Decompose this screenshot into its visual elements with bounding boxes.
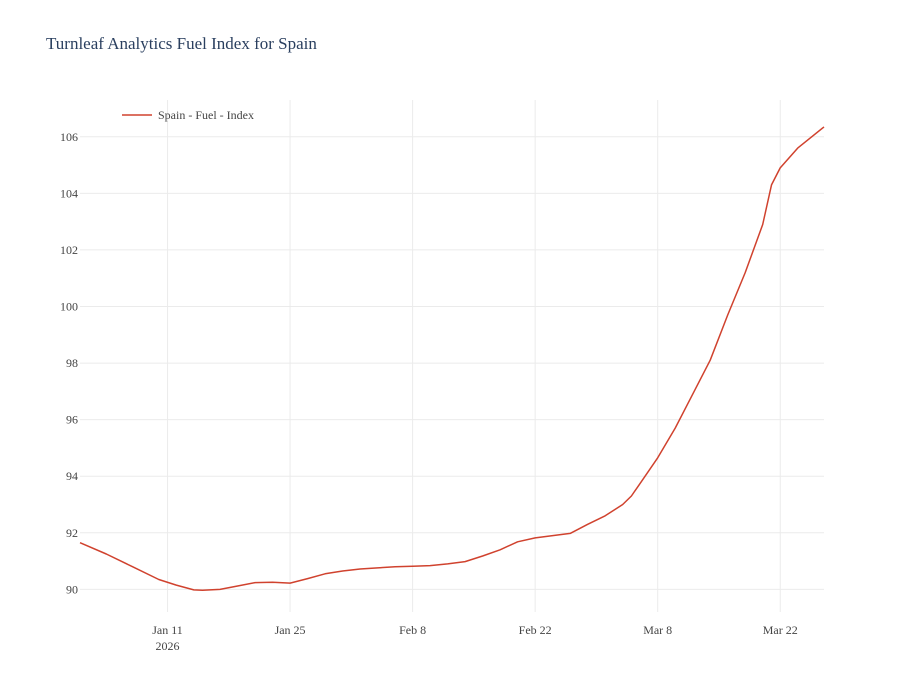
x-tick-sublabel: 2026	[156, 639, 180, 653]
y-tick-label: 102	[60, 243, 78, 257]
y-tick-label: 94	[66, 469, 78, 483]
y-tick-label: 96	[66, 413, 78, 427]
y-tick-label: 100	[60, 299, 78, 313]
x-tick-label: Jan 11	[152, 623, 183, 637]
series-layer	[79, 126, 825, 591]
x-tick-labels: Jan 11 2026 Jan 25 Feb 8 Feb 22 Mar 8 Mar 22	[152, 623, 797, 653]
y-tick-label: 92	[66, 526, 78, 540]
x-tick-label: Mar 8	[643, 623, 672, 637]
x-tick-label: Mar 22	[763, 623, 798, 637]
y-tick-label: 98	[66, 356, 78, 370]
y-tick-labels: 90 92 94 96 98 100 102 104 106	[60, 130, 78, 597]
grid-layer	[80, 100, 824, 612]
chart-title: Turnleaf Analytics Fuel Index for Spain	[46, 34, 317, 53]
x-tick-label: Feb 22	[519, 623, 552, 637]
y-tick-label: 104	[60, 186, 78, 200]
y-tick-label: 90	[66, 582, 78, 596]
x-tick-label: Jan 25	[275, 623, 306, 637]
x-tick-label: Feb 8	[399, 623, 426, 637]
y-tick-label: 106	[60, 130, 78, 144]
series-line-spain-fuel-index[interactable]	[79, 126, 825, 591]
legend-label-spain-fuel-index: Spain - Fuel - Index	[158, 108, 254, 122]
legend[interactable]: Spain - Fuel - Index	[122, 108, 254, 122]
